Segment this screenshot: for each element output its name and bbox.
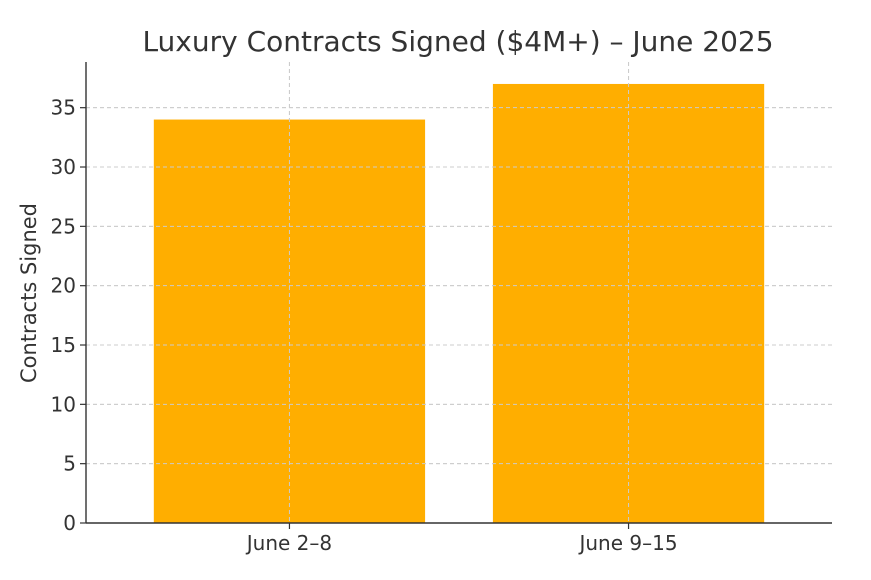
x-tick-label: June 9–15 <box>577 531 677 555</box>
y-axis-label: Contracts Signed <box>17 203 41 383</box>
y-axis-ticks: 0 5 10 15 20 25 30 35 <box>51 96 86 535</box>
y-tick-label: 30 <box>51 155 76 179</box>
bars <box>86 62 832 523</box>
y-tick-label: 0 <box>63 511 76 535</box>
y-tick-label: 10 <box>51 392 76 416</box>
chart-title: Luxury Contracts Signed ($4M+) – June 20… <box>142 25 773 58</box>
y-tick-label: 35 <box>51 96 76 120</box>
y-tick-label: 20 <box>51 274 76 298</box>
x-tick-label: June 2–8 <box>245 531 332 555</box>
x-axis-ticks: June 2–8 June 9–15 <box>245 523 678 555</box>
y-tick-label: 25 <box>51 214 76 238</box>
y-tick-label: 5 <box>63 452 76 476</box>
y-tick-label: 15 <box>51 333 76 357</box>
axes <box>85 62 832 524</box>
